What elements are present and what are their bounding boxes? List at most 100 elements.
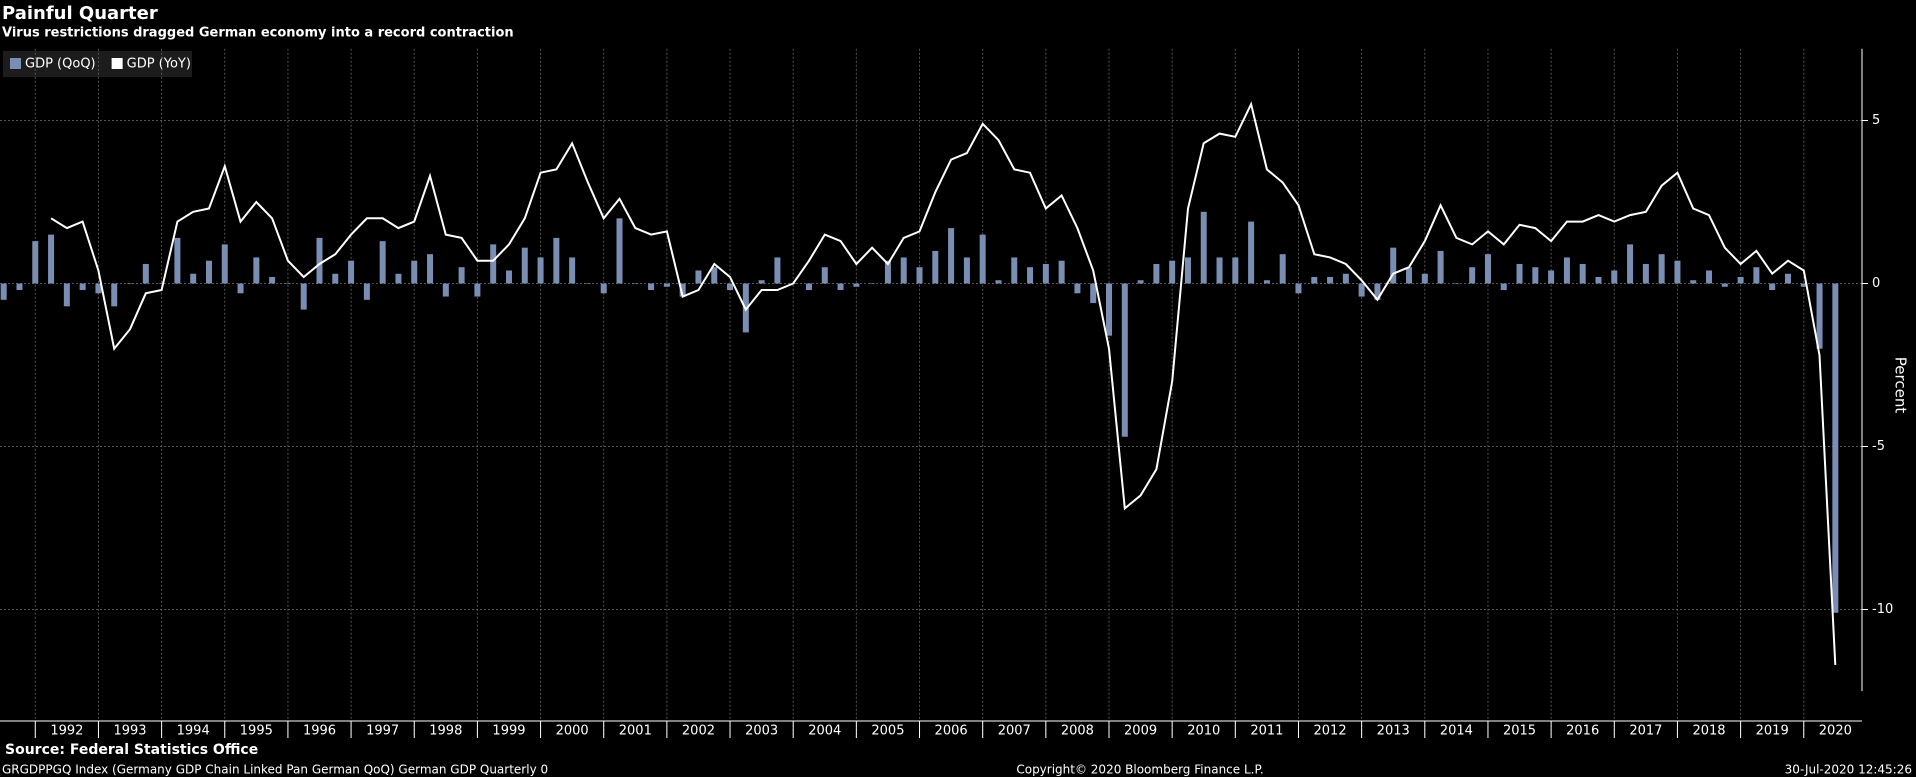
bar bbox=[916, 267, 923, 284]
bar bbox=[1279, 254, 1286, 284]
bar bbox=[521, 247, 528, 284]
bar bbox=[127, 283, 134, 285]
x-tick-label: 2018 bbox=[1692, 724, 1725, 739]
bar bbox=[1706, 270, 1713, 284]
bar bbox=[1437, 250, 1444, 284]
x-tick-label: 2005 bbox=[871, 724, 904, 739]
x-tick-label: 2012 bbox=[1314, 724, 1347, 739]
bar bbox=[1153, 263, 1160, 284]
bar bbox=[711, 267, 718, 284]
bar bbox=[253, 257, 260, 284]
bar bbox=[79, 283, 86, 291]
bar bbox=[1216, 257, 1223, 284]
bar bbox=[995, 280, 1002, 284]
bar bbox=[158, 283, 165, 285]
bar bbox=[900, 257, 907, 284]
bar bbox=[1295, 283, 1302, 294]
legend: GDP (QoQ) GDP (YoY) bbox=[10, 57, 191, 72]
bar bbox=[758, 280, 765, 284]
x-tick-label: 2009 bbox=[1124, 724, 1157, 739]
bar bbox=[237, 283, 244, 294]
bar bbox=[221, 244, 228, 284]
bar bbox=[284, 283, 291, 285]
bar bbox=[821, 267, 828, 284]
bar bbox=[1516, 263, 1523, 284]
bar bbox=[348, 260, 355, 284]
bar bbox=[679, 283, 686, 297]
x-tick-label: 2007 bbox=[998, 724, 1031, 739]
bar bbox=[884, 260, 891, 284]
bar bbox=[1674, 260, 1681, 284]
bar bbox=[837, 283, 844, 291]
bar bbox=[48, 234, 55, 284]
bar bbox=[1532, 267, 1539, 284]
line bbox=[50, 101, 1837, 665]
bar bbox=[537, 257, 544, 284]
bar bbox=[1816, 283, 1823, 349]
x-tick-label: 1996 bbox=[303, 724, 336, 739]
bar bbox=[584, 283, 591, 285]
bar bbox=[142, 263, 149, 284]
legend-box bbox=[3, 51, 192, 77]
bar bbox=[332, 273, 339, 284]
bar bbox=[1469, 267, 1476, 284]
bar bbox=[1690, 280, 1697, 284]
bar bbox=[1769, 283, 1776, 291]
bar bbox=[458, 267, 465, 284]
x-tick-label: 2004 bbox=[808, 724, 841, 739]
x-tick-label: 1995 bbox=[240, 724, 273, 739]
bar bbox=[63, 283, 70, 307]
bar bbox=[1106, 283, 1112, 336]
footer-right: 30-Jul-2020 12:45:26 bbox=[1785, 763, 1912, 777]
bar bbox=[569, 257, 576, 284]
y-tick-label: 0 bbox=[1872, 276, 1880, 291]
bar bbox=[16, 283, 23, 291]
x-tick-label: 2020 bbox=[1819, 724, 1852, 739]
x-tick-label: 2019 bbox=[1756, 724, 1789, 739]
x-tick-label: 2006 bbox=[935, 724, 968, 739]
bar bbox=[1311, 276, 1318, 284]
x-tick-label: 2000 bbox=[556, 724, 589, 739]
x-tick-label: 1992 bbox=[50, 724, 83, 739]
bar bbox=[1200, 211, 1207, 284]
legend-label: GDP (YoY) bbox=[127, 57, 191, 72]
bar bbox=[663, 283, 670, 287]
bar bbox=[1074, 283, 1081, 294]
x-tick-label: 2016 bbox=[1566, 724, 1599, 739]
x-tick-label: 2013 bbox=[1377, 724, 1410, 739]
footer-left: GRGDPPGQ Index (Germany GDP Chain Linked… bbox=[2, 763, 548, 777]
bar bbox=[616, 218, 623, 284]
x-tick-label: 1994 bbox=[177, 724, 210, 739]
bar bbox=[111, 283, 118, 307]
bar bbox=[1832, 283, 1839, 613]
bar bbox=[1137, 280, 1144, 284]
bar bbox=[1263, 280, 1270, 284]
bar bbox=[505, 270, 512, 284]
bar bbox=[174, 237, 181, 284]
bar bbox=[1390, 247, 1397, 284]
x-tick-label: 2014 bbox=[1440, 724, 1473, 739]
bar bbox=[442, 283, 449, 297]
bar bbox=[300, 283, 307, 310]
bar bbox=[1406, 267, 1413, 284]
x-tick-label: 2001 bbox=[619, 724, 652, 739]
bar bbox=[853, 283, 860, 287]
bar bbox=[1169, 260, 1176, 284]
bar bbox=[1248, 221, 1255, 284]
legend-swatch bbox=[10, 58, 21, 69]
legend-swatch bbox=[111, 58, 123, 69]
bar bbox=[695, 270, 702, 284]
x-tick-label: 2017 bbox=[1629, 724, 1662, 739]
y-axis-label: Percent bbox=[1892, 357, 1910, 414]
bar bbox=[316, 237, 323, 284]
x-tick-label: 2015 bbox=[1503, 724, 1536, 739]
bar bbox=[379, 241, 386, 284]
bar bbox=[632, 283, 639, 285]
bar bbox=[1374, 283, 1381, 300]
x-tick-label: 2011 bbox=[1250, 724, 1283, 739]
bar bbox=[600, 283, 607, 294]
bar bbox=[1721, 283, 1728, 287]
y-tick-label: 5 bbox=[1872, 113, 1880, 128]
x-tick-label: 1999 bbox=[492, 724, 525, 739]
